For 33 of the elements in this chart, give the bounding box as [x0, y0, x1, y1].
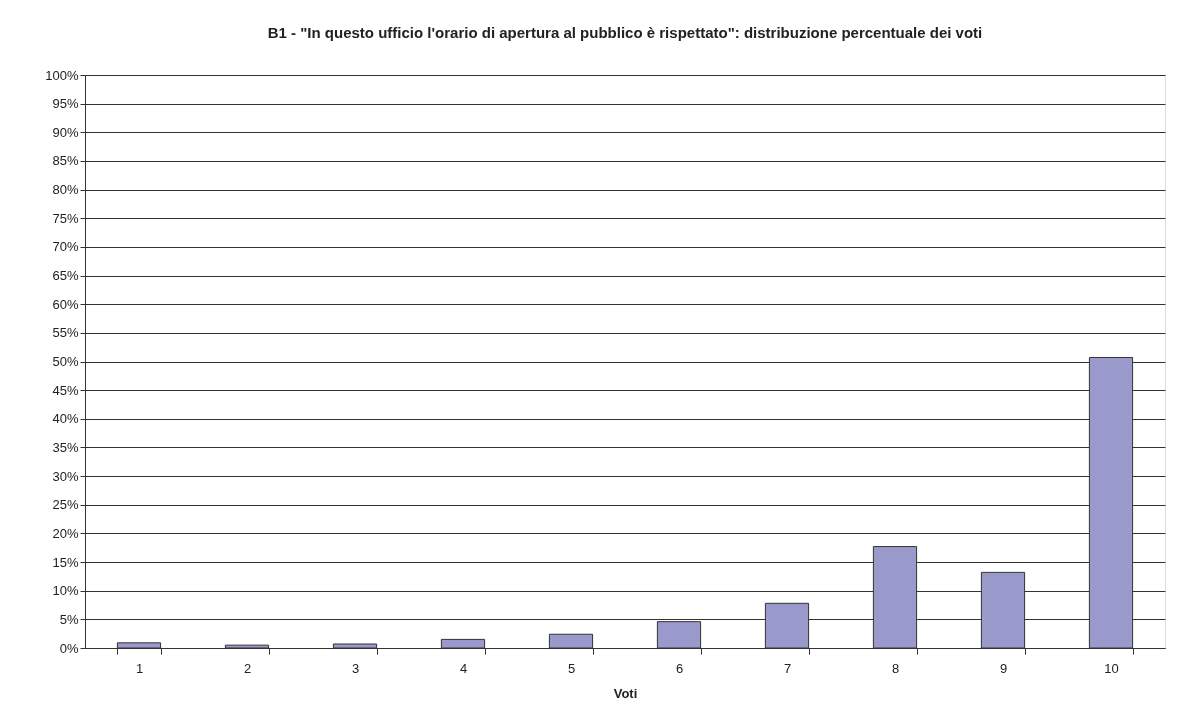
x-tick-label: 2: [243, 660, 252, 676]
y-tick-label: 100%: [45, 67, 79, 83]
x-tick-label: 3: [351, 660, 360, 676]
chart-title: B1 - "In questo ufficio l'orario di apertura al pubblico è rispettato": distribuzione percentuale dei voti: [267, 24, 983, 41]
y-tick-label: 45%: [52, 382, 79, 398]
y-tick-label: 10%: [52, 583, 79, 599]
y-tick-label: 30%: [52, 468, 79, 484]
x-tick-label: 1: [135, 660, 144, 676]
y-tick-label: 25%: [52, 497, 79, 513]
y-tick-label: 5%: [59, 611, 79, 627]
x-tick-label: 6: [675, 660, 684, 676]
x-tick-label: 4: [459, 660, 468, 676]
x-tick-label: 10: [1104, 660, 1119, 676]
y-tick-label: 0%: [59, 640, 79, 656]
y-tick-label: 95%: [52, 96, 79, 112]
y-tick-label: 90%: [52, 124, 79, 140]
y-tick-label: 60%: [52, 296, 79, 312]
y-tick-label: 70%: [52, 239, 79, 255]
y-tick-label: 20%: [52, 525, 79, 541]
y-tick-label: 35%: [52, 439, 79, 455]
x-tick-label: 8: [891, 660, 900, 676]
x-tick-label: 7: [783, 660, 792, 676]
y-tick-label: 50%: [52, 354, 79, 369]
y-tick-label: 65%: [52, 268, 79, 284]
x-axis-title: Voti: [613, 685, 638, 701]
x-tick-label: 9: [999, 660, 1008, 676]
y-tick-label: 75%: [52, 210, 79, 226]
y-tick-label: 55%: [52, 325, 79, 341]
y-tick-label: 80%: [52, 182, 79, 198]
y-tick-label: 85%: [52, 153, 79, 169]
y-tick-label: 15%: [52, 554, 79, 570]
y-tick-label: 40%: [52, 411, 79, 427]
x-tick-label: 5: [567, 660, 576, 676]
